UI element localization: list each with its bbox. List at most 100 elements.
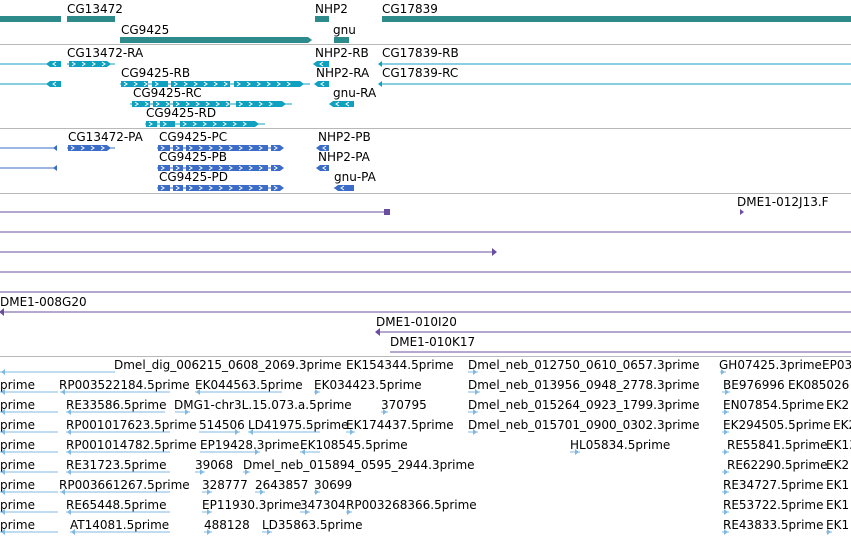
mrna-left-1-end-arrow[interactable] bbox=[46, 61, 50, 67]
mrna-cg9425-rc-strand-chevron[interactable] bbox=[268, 101, 273, 107]
mrna-cg13472-ra-strand-chevron[interactable] bbox=[91, 61, 96, 67]
est-feature-arrow[interactable] bbox=[724, 489, 728, 495]
est-feature-arrow[interactable] bbox=[475, 389, 479, 395]
mrna-cg13472-ra-strand-chevron[interactable] bbox=[81, 61, 86, 67]
est-feature-arrow[interactable] bbox=[1, 509, 5, 515]
mrna-cg9425-rc-strand-chevron[interactable] bbox=[225, 101, 230, 107]
mrna-cg9425-rb-exon[interactable] bbox=[171, 81, 230, 87]
mrna-nhp2-rb-strand-chevron[interactable] bbox=[319, 61, 324, 67]
est-label[interactable]: RE43833.5prime bbox=[723, 518, 824, 532]
est-feature-arrow[interactable] bbox=[67, 449, 71, 455]
mrna-gnu-ra-strand-chevron[interactable] bbox=[345, 101, 350, 107]
protein-nhp2-pa-exon[interactable] bbox=[320, 165, 329, 171]
protein-cg9425-pb-exon[interactable] bbox=[173, 165, 183, 171]
mrna-label[interactable]: NHP2-RB bbox=[315, 46, 369, 60]
mrna-cg9425-rc-end-arrow[interactable] bbox=[282, 101, 286, 107]
est-feature-arrow[interactable] bbox=[305, 509, 309, 515]
mrna-cg9425-rb-strand-chevron[interactable] bbox=[236, 81, 241, 87]
mrna-cg13472-ra-strand-chevron[interactable] bbox=[71, 61, 76, 67]
protein-cg9425-pd-strand-chevron[interactable] bbox=[208, 185, 213, 191]
est-label[interactable]: RE31723.5prime bbox=[66, 458, 167, 472]
protein-cg9425-pc-strand-chevron[interactable] bbox=[198, 145, 203, 151]
est-label[interactable]: GH07425.3prime bbox=[719, 358, 822, 372]
est-feature-arrow[interactable] bbox=[724, 409, 728, 415]
est-label[interactable]: 347304 bbox=[300, 498, 346, 512]
protein-cg9425-pd-exon[interactable] bbox=[173, 185, 183, 191]
est-label[interactable]: 2643857 bbox=[255, 478, 309, 492]
clone-label[interactable]: DME1-010I20 bbox=[376, 315, 457, 329]
mrna-left-2-end-arrow[interactable] bbox=[46, 81, 50, 87]
est-label[interactable]: EK1 bbox=[826, 498, 850, 512]
est-label[interactable]: EK108545.5prime bbox=[300, 438, 408, 452]
est-feature-arrow[interactable] bbox=[724, 449, 728, 455]
mrna-cg9425-rb-strand-chevron[interactable] bbox=[256, 81, 261, 87]
protein-cg9425-pd-strand-chevron[interactable] bbox=[160, 185, 165, 191]
protein-cg9425-pc-strand-chevron[interactable] bbox=[208, 145, 213, 151]
mrna-cg9425-rc-strand-chevron[interactable] bbox=[238, 101, 243, 107]
est-label[interactable]: RE33586.5prime bbox=[66, 398, 167, 412]
protein-cg9425-pb-strand-chevron[interactable] bbox=[188, 165, 193, 171]
protein-cg9425-pb-strand-chevron[interactable] bbox=[228, 165, 233, 171]
mrna-cg9425-rd-exon[interactable] bbox=[160, 121, 175, 127]
protein-cg9425-pc-strand-chevron[interactable] bbox=[248, 145, 253, 151]
protein-cg9425-pc-strand-chevron[interactable] bbox=[273, 145, 278, 151]
est-feature-arrow[interactable] bbox=[724, 429, 728, 435]
est-label[interactable]: 488128 bbox=[204, 518, 250, 532]
est-label[interactable]: EK2 bbox=[826, 398, 850, 412]
est-feature-arrow[interactable] bbox=[245, 469, 249, 475]
mrna-cg9425-rc-strand-chevron[interactable] bbox=[215, 101, 220, 107]
est-label[interactable]: prime bbox=[0, 438, 35, 452]
est-label[interactable]: LD35863.5prime bbox=[262, 518, 363, 532]
mrna-left-2-exon[interactable] bbox=[50, 81, 61, 87]
est-label[interactable]: RE53722.5prime bbox=[723, 498, 824, 512]
est-feature-arrow[interactable] bbox=[315, 489, 319, 495]
mrna-cg9425-rc-strand-chevron[interactable] bbox=[165, 101, 170, 107]
gene-label-nhp2[interactable]: NHP2 bbox=[315, 2, 348, 16]
mrna-cg9425-rc-strand-chevron[interactable] bbox=[155, 101, 160, 107]
mrna-left-1-exon[interactable] bbox=[50, 61, 61, 67]
protein-label[interactable]: NHP2-PA bbox=[318, 150, 370, 164]
protein-cg9425-pb-strand-chevron[interactable] bbox=[198, 165, 203, 171]
protein-label[interactable]: CG9425-PB bbox=[159, 150, 228, 164]
est-label[interactable]: prime bbox=[0, 418, 35, 432]
est-label[interactable]: Dmel_neb_015264_0923_1799.3prime bbox=[468, 398, 700, 412]
est-label[interactable]: Dmel_neb_015701_0900_0302.3prime bbox=[468, 418, 700, 432]
est-feature-arrow[interactable] bbox=[185, 409, 189, 415]
protein-gnu-pa-strand-chevron[interactable] bbox=[340, 185, 345, 191]
mrna-cg9425-rb-strand-chevron[interactable] bbox=[246, 81, 251, 87]
protein-cg9425-pb-strand-chevron[interactable] bbox=[238, 165, 243, 171]
est-label[interactable]: EK034423.5prime bbox=[314, 378, 422, 392]
protein-nhp2-pb-end-arrow[interactable] bbox=[316, 145, 320, 151]
protein-cg9425-pd-strand-chevron[interactable] bbox=[218, 185, 223, 191]
gene-bar-cg13472[interactable] bbox=[67, 16, 115, 22]
mrna-nhp2-ra-strand-chevron[interactable] bbox=[320, 81, 325, 87]
protein-cg9425-pb-exon[interactable] bbox=[186, 165, 268, 171]
est-feature-arrow[interactable] bbox=[1, 389, 5, 395]
mrna-cg9425-rc-strand-chevron[interactable] bbox=[175, 101, 180, 107]
mrna-label[interactable]: CG9425-RB bbox=[121, 66, 191, 80]
mrna-cg9425-rd-end-arrow[interactable] bbox=[255, 121, 259, 127]
est-label[interactable]: RP001017623.5prime bbox=[66, 418, 197, 432]
mrna-cg9425-rc-strand-chevron[interactable] bbox=[205, 101, 210, 107]
protein-nhp2-pb-strand-chevron[interactable] bbox=[322, 145, 327, 151]
est-feature-arrow[interactable] bbox=[207, 509, 211, 515]
mrna-cg9425-rc-strand-chevron[interactable] bbox=[258, 101, 263, 107]
est-feature-arrow[interactable] bbox=[1, 469, 5, 475]
est-label[interactable]: RE34727.5prime bbox=[723, 478, 824, 492]
protein-gnu-pa-exon[interactable] bbox=[338, 185, 354, 191]
est-label[interactable]: Dmel_neb_013956_0948_2778.3prime bbox=[468, 378, 700, 392]
est-label[interactable]: LD41975.5prime bbox=[248, 418, 349, 432]
mrna-cg9425-rb-strand-chevron[interactable] bbox=[154, 81, 159, 87]
est-label[interactable]: RP001014782.5prime bbox=[66, 438, 197, 452]
est-label[interactable]: prime bbox=[0, 398, 35, 412]
mrna-cg9425-rb-strand-chevron[interactable] bbox=[173, 81, 178, 87]
est-label[interactable]: EK174437.5prime bbox=[346, 418, 454, 432]
clone-label[interactable]: DME1-008G20 bbox=[0, 295, 87, 309]
protein-cg9425-pb-strand-chevron[interactable] bbox=[160, 165, 165, 171]
est-label[interactable]: EK2 bbox=[826, 458, 850, 472]
protein-cg9425-pd-exon[interactable] bbox=[271, 185, 280, 191]
protein-cg13472-pa-strand-chevron[interactable] bbox=[90, 145, 95, 151]
gene-label-gnu[interactable]: gnu bbox=[333, 23, 356, 37]
est-feature-arrow[interactable] bbox=[473, 429, 477, 435]
mrna-nhp2-ra-end-arrow[interactable] bbox=[314, 81, 318, 87]
